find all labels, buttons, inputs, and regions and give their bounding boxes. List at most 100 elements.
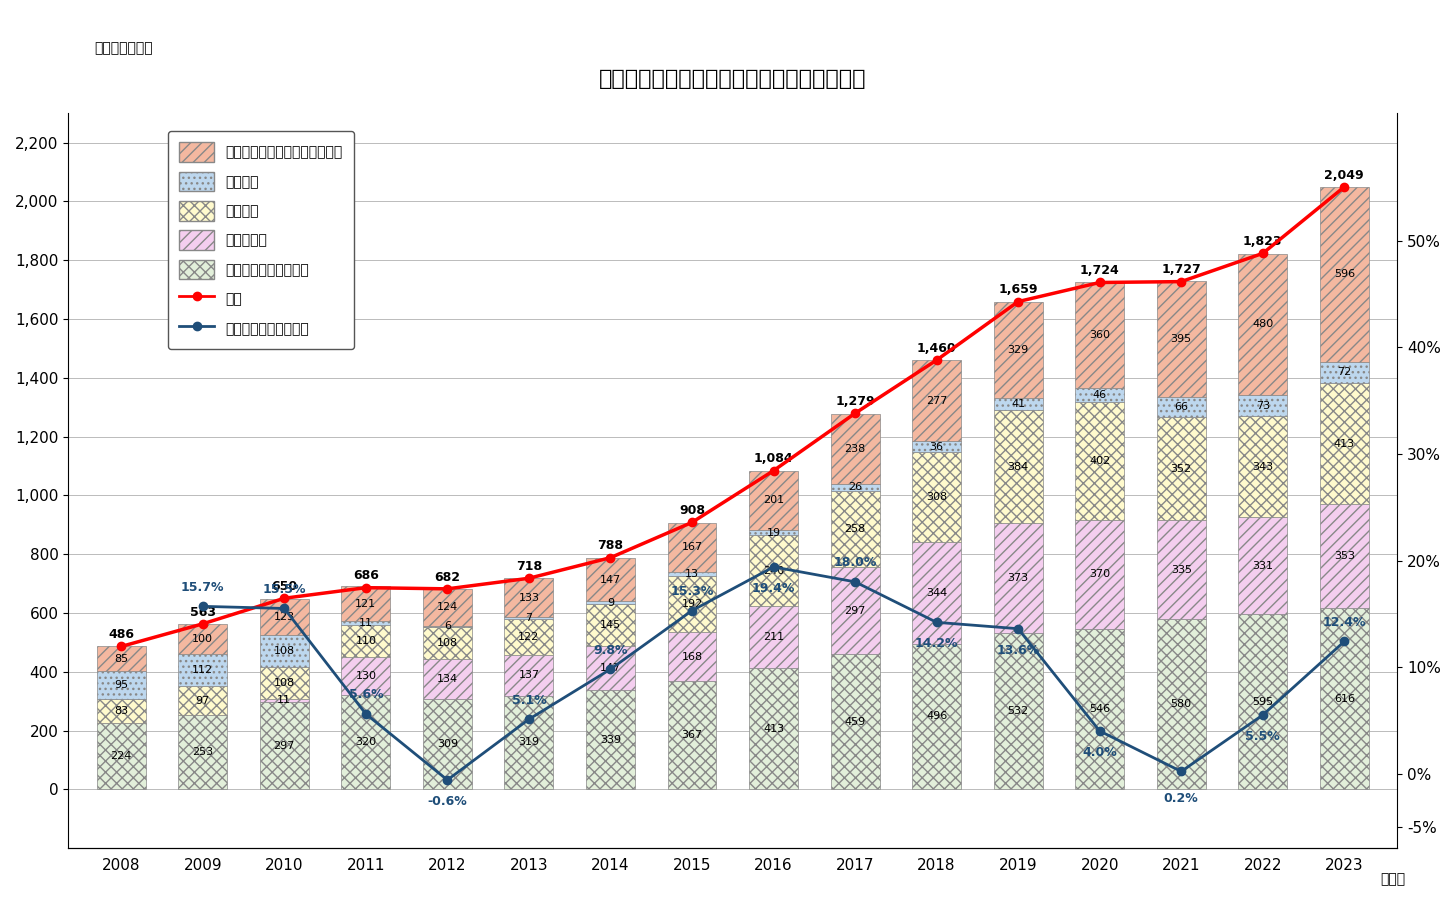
Text: 211: 211 bbox=[763, 631, 785, 642]
Text: 124: 124 bbox=[437, 602, 459, 612]
Text: 123: 123 bbox=[274, 612, 296, 622]
Text: 73: 73 bbox=[1255, 400, 1270, 410]
Text: 1,279: 1,279 bbox=[836, 395, 875, 408]
Text: 360: 360 bbox=[1089, 331, 1109, 341]
Text: 546: 546 bbox=[1089, 704, 1111, 714]
Text: 344: 344 bbox=[926, 588, 948, 598]
Bar bbox=[178, 624, 227, 653]
Bar bbox=[96, 646, 146, 671]
Bar bbox=[585, 647, 635, 689]
Text: 367: 367 bbox=[681, 730, 703, 740]
Bar bbox=[830, 491, 879, 567]
Text: 130: 130 bbox=[355, 671, 376, 681]
Bar bbox=[1156, 520, 1206, 619]
Bar bbox=[422, 659, 472, 699]
Bar bbox=[1319, 505, 1369, 608]
Text: 46: 46 bbox=[1092, 390, 1107, 400]
Bar bbox=[911, 441, 961, 452]
Text: 72: 72 bbox=[1337, 368, 1351, 378]
Bar bbox=[911, 360, 961, 441]
Text: 1,724: 1,724 bbox=[1080, 265, 1120, 277]
Text: 145: 145 bbox=[600, 620, 622, 631]
Bar bbox=[259, 599, 309, 635]
Text: 83: 83 bbox=[114, 707, 128, 717]
Text: 309: 309 bbox=[437, 739, 459, 749]
Text: 331: 331 bbox=[1252, 561, 1273, 571]
Text: 402: 402 bbox=[1089, 456, 1111, 466]
Text: 343: 343 bbox=[1252, 462, 1274, 472]
Bar bbox=[1075, 520, 1124, 629]
Text: （単位：千人）: （単位：千人） bbox=[95, 41, 153, 54]
Text: 95: 95 bbox=[114, 680, 128, 690]
Text: 650: 650 bbox=[271, 580, 297, 593]
Legend: 専門的・技術的分野の在留資格, 特定活動, 技能実習, 資格外活動, 身分に基づく在留資格, 総数, 対前年増加率（右軸）: 専門的・技術的分野の在留資格, 特定活動, 技能実習, 資格外活動, 身分に基づ… bbox=[169, 131, 354, 349]
Text: 12.4%: 12.4% bbox=[1322, 616, 1366, 629]
Text: 496: 496 bbox=[926, 711, 948, 721]
Text: 110: 110 bbox=[355, 636, 376, 646]
Bar bbox=[259, 667, 309, 699]
Text: 122: 122 bbox=[518, 632, 540, 642]
Text: 308: 308 bbox=[926, 492, 948, 502]
Text: 459: 459 bbox=[844, 717, 866, 727]
Title: 図１－１　在留資格別外国人労働者数の推移: 図１－１ 在留資格別外国人労働者数の推移 bbox=[598, 70, 866, 90]
Text: 718: 718 bbox=[515, 560, 542, 573]
Text: 5.1%: 5.1% bbox=[511, 694, 546, 707]
Bar bbox=[748, 668, 798, 789]
Text: 168: 168 bbox=[681, 651, 703, 661]
Text: 686: 686 bbox=[352, 569, 379, 583]
Bar bbox=[1075, 629, 1124, 789]
Text: 112: 112 bbox=[192, 665, 214, 675]
Bar bbox=[96, 671, 146, 699]
Text: 97: 97 bbox=[195, 696, 210, 706]
Text: 258: 258 bbox=[844, 525, 866, 535]
Bar bbox=[993, 524, 1042, 633]
Bar bbox=[259, 702, 309, 789]
Bar bbox=[178, 715, 227, 789]
Bar bbox=[667, 575, 716, 632]
Bar bbox=[830, 414, 879, 484]
Text: 353: 353 bbox=[1334, 552, 1354, 562]
Text: 580: 580 bbox=[1171, 699, 1192, 709]
Text: 339: 339 bbox=[600, 735, 622, 745]
Text: 15.5%: 15.5% bbox=[262, 583, 306, 596]
Text: 66: 66 bbox=[1174, 402, 1188, 412]
Bar bbox=[259, 635, 309, 667]
Bar bbox=[911, 543, 961, 643]
Bar bbox=[748, 606, 798, 668]
Bar bbox=[422, 589, 472, 626]
Text: 1,084: 1,084 bbox=[754, 452, 794, 466]
Bar bbox=[911, 452, 961, 543]
Text: 36: 36 bbox=[929, 441, 943, 451]
Text: 1,823: 1,823 bbox=[1243, 235, 1283, 248]
Bar bbox=[993, 633, 1042, 789]
Bar bbox=[1238, 395, 1287, 416]
Text: 788: 788 bbox=[597, 539, 623, 553]
Text: 2,049: 2,049 bbox=[1325, 169, 1364, 181]
Text: 6: 6 bbox=[444, 622, 451, 631]
Bar bbox=[341, 657, 390, 695]
Text: 108: 108 bbox=[437, 638, 459, 648]
Bar bbox=[748, 530, 798, 535]
Bar bbox=[667, 523, 716, 572]
Bar bbox=[1075, 283, 1124, 389]
Text: 240: 240 bbox=[763, 565, 785, 575]
Bar bbox=[911, 643, 961, 789]
Text: 335: 335 bbox=[1171, 564, 1191, 574]
Text: 4.0%: 4.0% bbox=[1082, 746, 1117, 759]
Bar bbox=[341, 622, 390, 625]
Text: 480: 480 bbox=[1252, 319, 1274, 329]
Text: 7: 7 bbox=[526, 613, 533, 623]
Text: 5.6%: 5.6% bbox=[348, 689, 383, 701]
Text: 595: 595 bbox=[1252, 697, 1274, 707]
Text: 277: 277 bbox=[926, 396, 948, 406]
Text: 13: 13 bbox=[684, 569, 699, 579]
Text: 9: 9 bbox=[607, 598, 614, 608]
Text: 147: 147 bbox=[600, 663, 622, 673]
Bar bbox=[422, 627, 472, 659]
Bar bbox=[830, 567, 879, 654]
Bar bbox=[504, 655, 553, 696]
Bar bbox=[993, 410, 1042, 524]
Bar bbox=[1319, 187, 1369, 361]
Bar bbox=[1075, 389, 1124, 402]
Bar bbox=[178, 653, 227, 687]
